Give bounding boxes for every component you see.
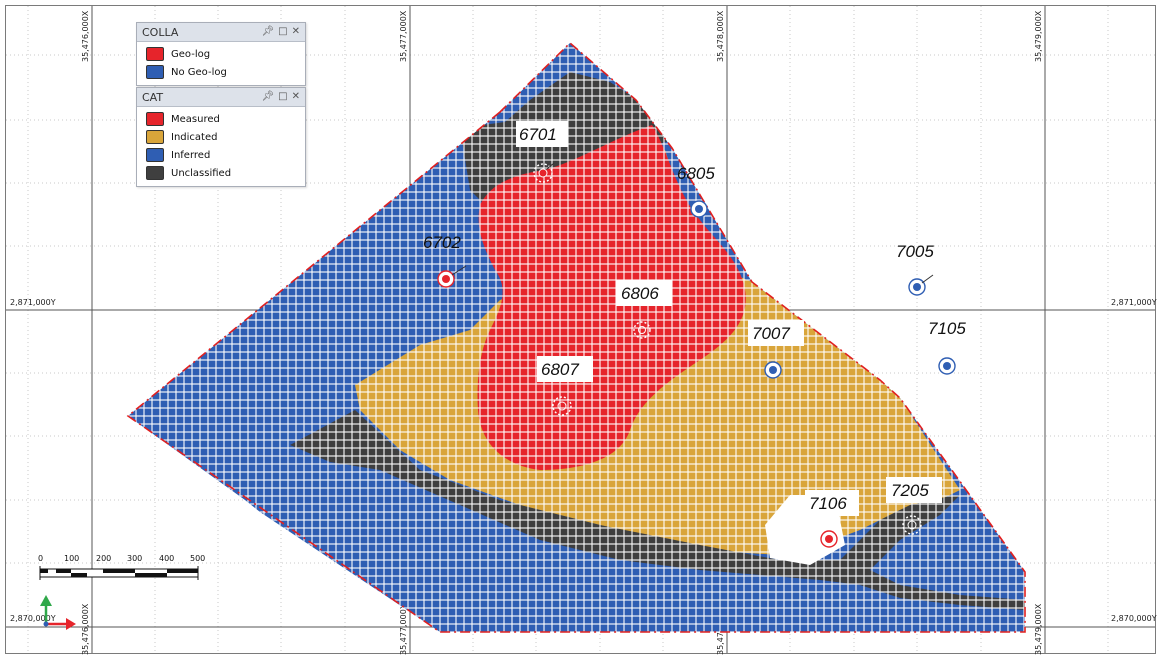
geo-log-swatch [146,47,164,61]
axis-indicator [40,595,76,630]
drillhole-6807-label: 6807 [541,360,579,379]
indicated-label: Indicated [171,131,218,143]
scale-tick-100: 100 [64,554,79,563]
maximize-icon[interactable]: □ [278,91,288,102]
x-label-35476000: 35,476,000X [81,10,90,62]
colla-legend-title: COLLA [142,25,179,39]
x-label-35476000-bottom: 35,476,000X [81,603,90,655]
drillhole-7005-label: 7005 [896,242,934,261]
drillhole-6807-label-bg [537,356,593,382]
drillhole-7105[interactable]: 7105 [928,319,966,375]
geo-log-label: Geo-log [171,48,211,60]
y-label-2870000-left: 2,870,000Y [10,614,56,623]
drillhole-6702-label: 6702 [423,233,461,252]
x-label-35478000: 35,478,000X [716,10,725,62]
x-label-35479000-bottom: 35,479,000X [1034,603,1043,655]
maximize-icon[interactable]: □ [278,26,288,37]
y-label-2871000-right: 2,871,000Y [1111,298,1157,307]
drillhole-7105-label: 7105 [928,319,966,338]
x-label-35477000-bottom: 35,477,000X [399,603,408,655]
drillhole-6701-label-bg [516,121,568,147]
colla-legend-panel[interactable]: COLLA 📌︎ □ ✕ Geo-log No Geo-log [136,22,306,86]
unclassified-swatch [146,166,164,180]
cat-legend-item-inferred: Inferred [146,146,299,164]
drillhole-6806[interactable]: 6806 [616,280,672,339]
drillhole-7205-label: 7205 [891,481,929,500]
close-icon[interactable]: ✕ [291,91,300,102]
drillhole-6807[interactable]: 6807 [537,356,593,416]
drillhole-7007[interactable]: 7007 [748,320,804,379]
cat-legend-item-measured: Measured [146,110,299,128]
cat-legend-item-indicated: Indicated [146,128,299,146]
no-geo-log-swatch [146,65,164,79]
cat-legend-item-unclassified: Unclassified [146,164,299,182]
drillhole-7205[interactable]: 7205 [886,477,942,535]
scale-tick-200: 200 [96,554,111,563]
drillhole-7007-label-bg [748,320,804,346]
drillhole-6701-label: 6701 [519,125,557,144]
inferred-label: Inferred [171,149,211,161]
no-geo-log-label: No Geo-log [171,66,227,78]
measured-label: Measured [171,113,220,125]
drillhole-7106[interactable]: 7106 [805,490,859,548]
cat-legend-header[interactable]: CAT 📌︎ □ ✕ [137,88,305,107]
drillhole-6806-label-bg [616,280,672,306]
drillhole-7205-label-bg [886,477,942,503]
drillhole-7007-label: 7007 [752,324,790,343]
drillhole-6806-label: 6806 [621,284,659,303]
unclassified-label: Unclassified [171,167,232,179]
y-label-2870000-right: 2,870,000Y [1111,614,1157,623]
colla-legend-item-geo-log: Geo-log [146,45,299,63]
indicated-swatch [146,130,164,144]
colla-legend-item-no-geo-log: No Geo-log [146,63,299,81]
scale-tick-400: 400 [159,554,174,563]
scale-tick-300: 300 [127,554,142,563]
pin-icon[interactable]: 📌︎ [261,26,275,37]
drillhole-6701[interactable]: 6701 [516,121,568,183]
colla-legend-header[interactable]: COLLA 📌︎ □ ✕ [137,23,305,42]
x-label-35479000: 35,479,000X [1034,10,1043,62]
measured-swatch [146,112,164,126]
y-label-2871000-left: 2,871,000Y [10,298,56,307]
scale-tick-500: 500 [190,554,205,563]
drillhole-7106-label: 7106 [809,494,847,513]
drillhole-7106-label-bg [805,490,859,516]
close-icon[interactable]: ✕ [291,26,300,37]
scale-bar: 0 100 200 300 400 500 [38,554,205,580]
drillhole-6805[interactable]: 6805 [677,164,715,218]
x-label-35477000: 35,477,000X [399,10,408,62]
scale-tick-0: 0 [38,554,43,563]
cat-legend-title: CAT [142,90,164,104]
drillhole-6805-label: 6805 [677,164,715,183]
cat-legend-panel[interactable]: CAT 📌︎ □ ✕ Measured Indicated Inferred [136,87,306,187]
pin-icon[interactable]: 📌︎ [261,91,275,102]
drillhole-7005[interactable]: 7005 [896,242,934,296]
inferred-swatch [146,148,164,162]
drillhole-6702[interactable]: 6702 [423,233,467,288]
